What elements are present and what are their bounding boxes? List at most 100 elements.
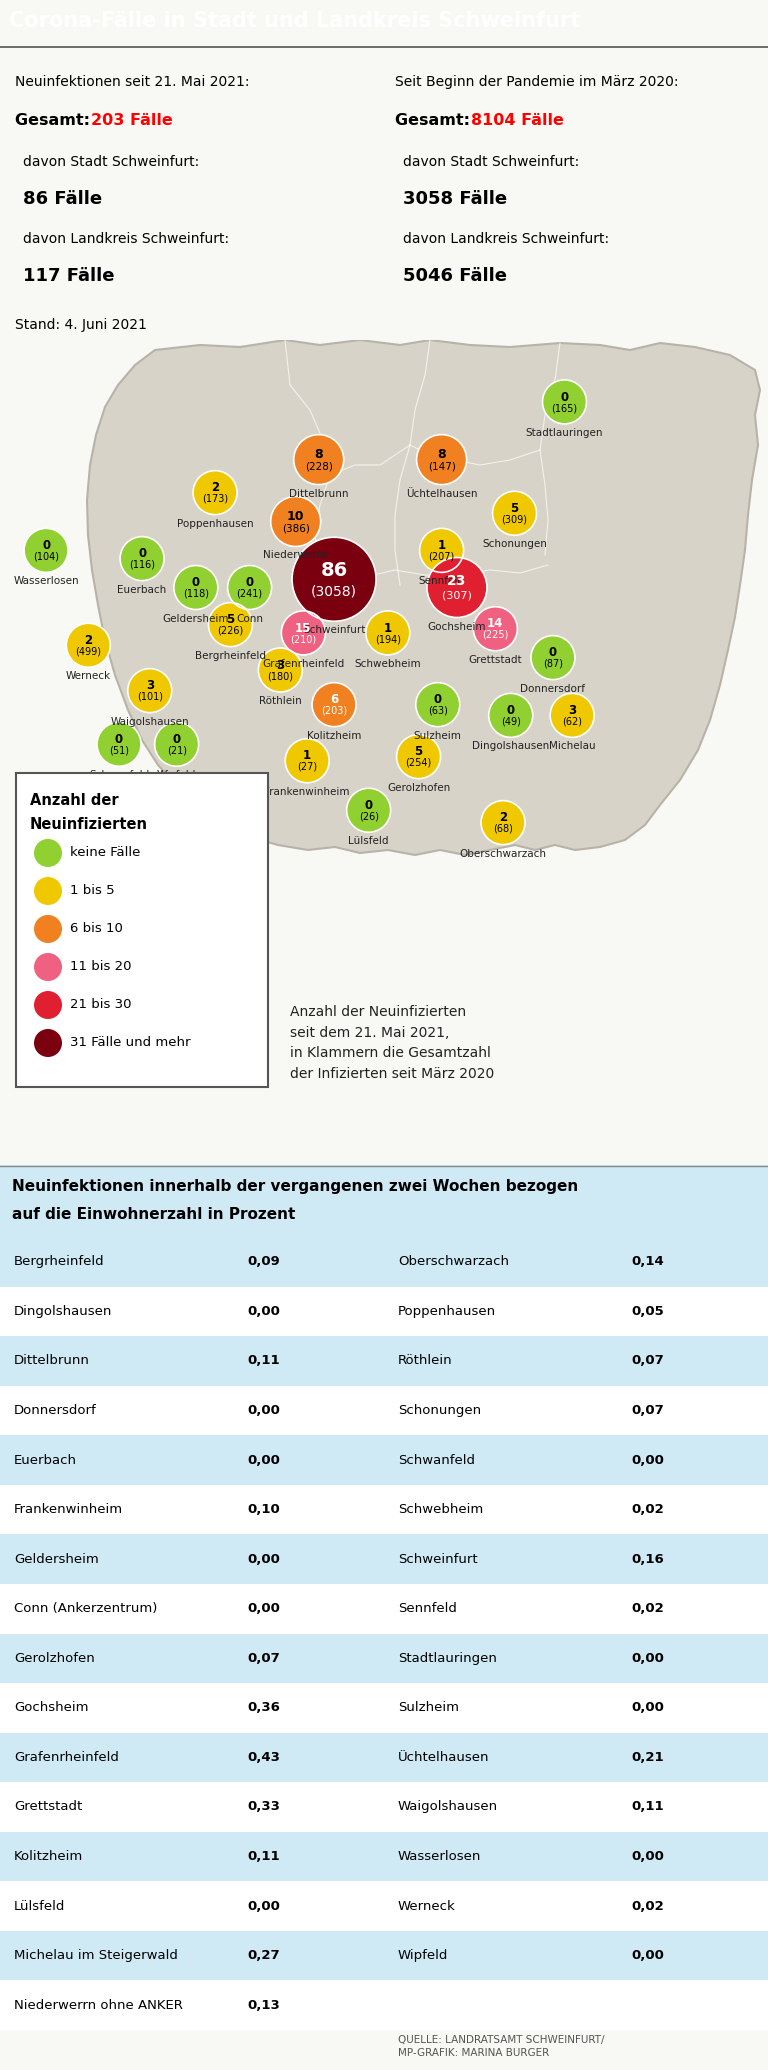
Text: Corona-Fälle in Stadt und Landkreis Schweinfurt: Corona-Fälle in Stadt und Landkreis Schw… [9,10,581,31]
Text: 3: 3 [568,704,576,716]
Text: 2: 2 [499,811,507,824]
FancyBboxPatch shape [384,1385,768,1435]
FancyBboxPatch shape [384,1782,768,1832]
Circle shape [531,635,575,679]
Text: 0,00: 0,00 [247,1403,280,1418]
Text: (194): (194) [375,633,401,644]
Text: Grettstadt: Grettstadt [468,654,522,664]
Text: Werneck: Werneck [66,671,111,681]
FancyBboxPatch shape [384,1534,768,1584]
Text: 0,02: 0,02 [631,1602,664,1615]
Text: 0,05: 0,05 [631,1304,664,1319]
FancyBboxPatch shape [0,1981,384,2031]
Text: Neuinfektionen seit 21. Mai 2021:: Neuinfektionen seit 21. Mai 2021: [15,75,250,89]
FancyBboxPatch shape [384,1733,768,1782]
Text: (203): (203) [321,706,347,716]
Text: Schweinfurt: Schweinfurt [303,625,366,635]
Text: 0,00: 0,00 [631,1702,664,1714]
Circle shape [285,739,329,782]
Text: (207): (207) [429,551,455,561]
Text: 0: 0 [246,575,253,590]
Text: 0,00: 0,00 [631,1851,664,1863]
Text: 0,07: 0,07 [631,1354,664,1368]
Text: 0,11: 0,11 [247,1851,280,1863]
Text: (254): (254) [406,758,432,768]
Text: 0,00: 0,00 [631,1652,664,1664]
Text: auf die Einwohnerzahl in Prozent: auf die Einwohnerzahl in Prozent [12,1207,296,1221]
Circle shape [427,557,487,617]
Text: Neuinfizierten: Neuinfizierten [30,818,148,832]
FancyBboxPatch shape [0,1484,384,1534]
Text: (241): (241) [237,588,263,598]
Circle shape [66,623,111,667]
Text: Üchtelhausen: Üchtelhausen [406,489,478,499]
Text: Stand: 4. Juni 2021: Stand: 4. Juni 2021 [15,319,147,331]
FancyBboxPatch shape [384,1584,768,1633]
FancyBboxPatch shape [0,1832,384,1882]
Text: (228): (228) [305,462,333,472]
Circle shape [34,915,62,944]
Text: 86: 86 [320,561,348,580]
Text: 0: 0 [138,546,146,561]
Text: Donnersdorf: Donnersdorf [14,1403,97,1418]
FancyBboxPatch shape [384,1335,768,1385]
Text: Gochsheim: Gochsheim [14,1702,88,1714]
Text: (21): (21) [167,745,187,756]
FancyBboxPatch shape [0,1385,384,1435]
Text: Röthlein: Röthlein [259,696,302,706]
Text: (309): (309) [502,515,528,524]
Circle shape [227,565,272,609]
Text: Wasserlosen: Wasserlosen [398,1851,482,1863]
Circle shape [281,611,326,654]
Text: Schwebheim: Schwebheim [398,1503,483,1515]
Circle shape [208,602,253,646]
Text: (116): (116) [129,559,155,569]
FancyBboxPatch shape [0,1782,384,1832]
Text: (51): (51) [109,745,129,756]
Text: 0,00: 0,00 [247,1304,280,1319]
Circle shape [473,607,518,650]
Text: Röthlein: Röthlein [398,1354,452,1368]
Text: Dittelbrunn: Dittelbrunn [289,489,349,499]
Text: Geldersheim: Geldersheim [14,1552,99,1565]
Text: 0,43: 0,43 [247,1751,280,1764]
Text: davon Stadt Schweinfurt:: davon Stadt Schweinfurt: [23,155,199,170]
Text: Kolitzheim: Kolitzheim [14,1851,83,1863]
Text: Stadtlauringen: Stadtlauringen [526,428,603,439]
Text: Schweinfurt: Schweinfurt [398,1552,478,1565]
Text: Dingolshausen: Dingolshausen [472,741,549,751]
Text: Euerbach: Euerbach [14,1453,77,1466]
Text: Sulzheim: Sulzheim [398,1702,459,1714]
Text: Niederwerrn: Niederwerrn [263,551,328,561]
Text: (226): (226) [217,625,243,635]
Text: 0: 0 [434,693,442,706]
Text: (62): (62) [562,716,582,727]
FancyBboxPatch shape [0,1435,384,1484]
Text: Grettstadt: Grettstadt [14,1801,82,1813]
Text: Euerbach: Euerbach [118,584,167,594]
Circle shape [419,528,464,573]
Circle shape [396,735,441,778]
Circle shape [174,565,218,609]
FancyBboxPatch shape [0,1238,384,1288]
Text: Schwebheim: Schwebheim [355,658,421,669]
Text: (63): (63) [428,706,448,716]
Text: 0: 0 [192,575,200,590]
Text: Geldersheim: Geldersheim [163,613,229,623]
Text: (147): (147) [428,462,455,472]
Text: 0,27: 0,27 [247,1950,280,1962]
Text: QUELLE: LANDRATSAMT SCHWEINFURT/
MP-GRAFIK: MARINA BURGER: QUELLE: LANDRATSAMT SCHWEINFURT/ MP-GRAF… [398,2035,604,2058]
Text: Werneck: Werneck [398,1900,455,1913]
Text: Anzahl der Neuinfizierten
seit dem 21. Mai 2021,
in Klammern die Gesamtzahl
der : Anzahl der Neuinfizierten seit dem 21. M… [290,1006,495,1081]
Text: Sulzheim: Sulzheim [414,731,462,741]
Circle shape [258,648,303,691]
Text: 203 Fälle: 203 Fälle [91,114,173,128]
Text: Seit Beginn der Pandemie im März 2020:: Seit Beginn der Pandemie im März 2020: [395,75,678,89]
Text: 0,16: 0,16 [631,1552,664,1565]
Text: 0: 0 [115,733,123,745]
FancyBboxPatch shape [0,1683,384,1733]
Circle shape [34,1029,62,1058]
Text: 23: 23 [447,573,467,588]
FancyBboxPatch shape [384,1882,768,1931]
Circle shape [154,722,199,766]
